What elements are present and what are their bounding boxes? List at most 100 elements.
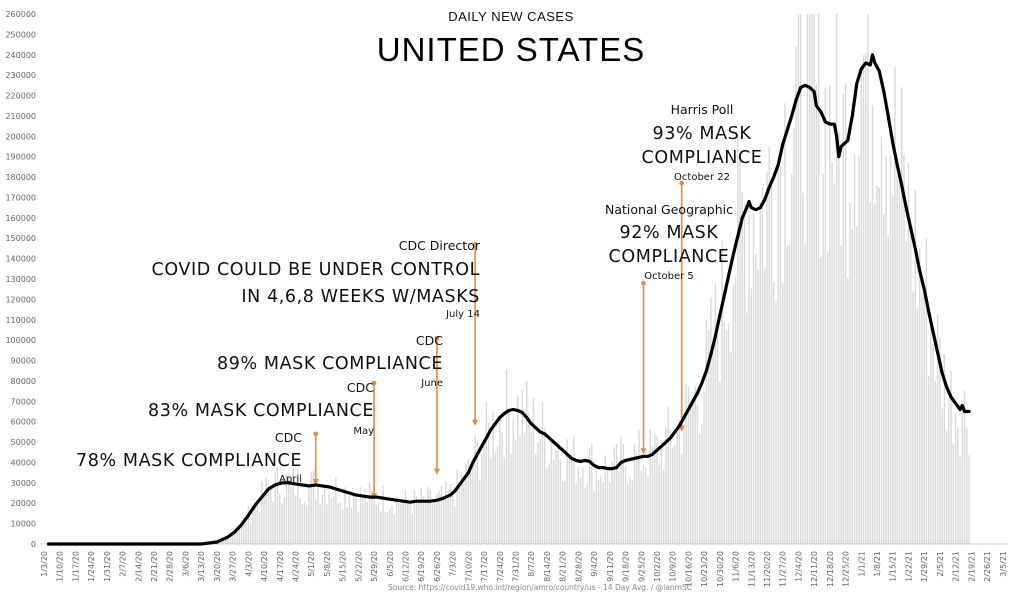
x-tick-label: 2/12/21	[952, 551, 961, 582]
y-tick-label: 0	[31, 540, 36, 549]
x-tick-label: 2/26/21	[983, 551, 992, 582]
annotation-6-headline-line2: COMPLIANCE	[642, 148, 763, 168]
y-tick-label: 80000	[11, 377, 36, 386]
y-tick-label: 140000	[5, 255, 36, 264]
x-tick-label: 9/18/20	[622, 551, 631, 582]
y-tick-label: 70000	[11, 397, 36, 406]
x-tick-label: 2/21/20	[150, 551, 159, 582]
x-tick-label: 1/1/21	[857, 551, 866, 577]
x-tick-label: 1/8/21	[873, 551, 882, 577]
y-tick-label: 180000	[5, 173, 36, 182]
y-axis: 0 10000 20000 30000 40000 50000 60000 70000 8000…	[5, 10, 36, 549]
y-tick-label: 40000	[11, 458, 36, 467]
annotation-markers	[312, 180, 685, 500]
annotation-1-headline: 78% MASK COMPLIANCE	[76, 451, 302, 471]
annotation-5-arrow	[640, 448, 647, 455]
x-tick-label: 1/17/20	[71, 551, 80, 582]
annotation-6-dot	[679, 180, 684, 186]
x-tick-label: 5/8/20	[323, 551, 332, 577]
y-tick-label: 60000	[11, 418, 36, 427]
y-tick-label: 230000	[5, 71, 36, 80]
x-tick-label: 3/27/20	[229, 551, 238, 582]
y-tick-label: 150000	[5, 234, 36, 243]
y-tick-label: 100000	[5, 336, 36, 345]
x-tick-label: 6/5/20	[386, 551, 395, 577]
x-tick-label: 6/26/20	[433, 551, 442, 582]
chart-subtitle: DAILY NEW CASES	[448, 9, 574, 24]
annotation-4-dot	[472, 242, 478, 247]
x-tick-label: 8/28/20	[574, 551, 583, 582]
x-tick-label: 10/30/20	[716, 551, 725, 587]
x-tick-label: 6/12/20	[401, 551, 410, 582]
x-tick-label: 11/20/20	[763, 551, 772, 587]
x-tick-label: 1/24/20	[87, 551, 96, 582]
x-tick-label: 4/3/20	[244, 551, 253, 577]
y-tick-label: 50000	[11, 438, 36, 447]
annotation-4-arrow	[472, 419, 479, 426]
x-tick-label: 8/21/20	[559, 551, 568, 582]
annotation-1-arrow	[312, 478, 319, 485]
y-tick-label: 160000	[5, 214, 36, 223]
y-tick-label: 120000	[5, 295, 36, 304]
x-tick-label: 8/14/20	[543, 551, 552, 582]
y-tick-label: 210000	[5, 112, 36, 121]
annotation-3-headline: 89% MASK COMPLIANCE	[217, 354, 443, 374]
annotation-1-date: April	[279, 474, 302, 485]
x-tick-label: 1/22/21	[904, 551, 913, 582]
x-tick-label: 9/11/20	[606, 551, 615, 582]
annotation-6-label: Harris Poll	[671, 102, 734, 117]
annotation-6-headline: 93% MASK	[653, 124, 752, 144]
y-tick-label: 170000	[5, 193, 36, 202]
x-tick-label: 5/22/20	[354, 551, 363, 582]
y-tick-label: 190000	[5, 153, 36, 162]
x-tick-label: 11/13/20	[747, 551, 756, 587]
x-tick-label: 1/31/20	[103, 551, 112, 582]
x-tick-label: 1/10/20	[56, 551, 65, 582]
x-tick-label: 2/5/21	[936, 551, 945, 577]
y-tick-label: 250000	[5, 30, 36, 39]
x-tick-label: 6/19/20	[417, 551, 426, 582]
x-tick-label: 5/1/20	[307, 551, 316, 577]
y-tick-label: 110000	[5, 316, 36, 325]
source-note: Source: https://covid19.who.int/region/a…	[388, 583, 692, 592]
x-tick-label: 2/7/20	[119, 551, 128, 577]
x-tick-label: 1/29/21	[920, 551, 929, 582]
y-tick-label: 200000	[5, 132, 36, 141]
x-tick-label: 12/4/20	[794, 551, 803, 582]
x-tick-label: 5/29/20	[370, 551, 379, 582]
annotation-6-date: October 22	[674, 172, 730, 183]
x-tick-label: 10/9/20	[669, 551, 678, 582]
x-tick-label: 2/14/20	[134, 551, 143, 582]
x-tick-label: 4/24/20	[291, 551, 300, 582]
x-tick-label: 9/4/20	[590, 551, 599, 577]
x-tick-label: 9/25/20	[637, 551, 646, 582]
annotation-4-headline: COVID COULD BE UNDER CONTROL	[152, 260, 480, 280]
x-tick-label: 3/13/20	[197, 551, 206, 582]
x-axis: 1/3/20 1/10/20 1/17/20 1/24/20 1/31/20 2/7/20…	[40, 551, 1008, 587]
x-tick-label: 7/24/20	[496, 551, 505, 582]
x-tick-label: 7/10/20	[464, 551, 473, 582]
annotation-2-dot	[371, 380, 377, 386]
y-tick-label: 260000	[5, 10, 36, 19]
annotation-3-label: CDC	[416, 333, 443, 348]
annotation-2-headline: 83% MASK COMPLIANCE	[148, 401, 374, 421]
annotation-1-label: CDC	[275, 430, 302, 445]
annotation-2-date: May	[353, 426, 374, 437]
x-tick-label: 2/28/20	[166, 551, 175, 582]
x-tick-label: 10/2/20	[653, 551, 662, 582]
annotation-4-date: July 14	[445, 309, 480, 320]
x-tick-label: 12/11/20	[810, 551, 819, 587]
x-tick-label: 5/15/20	[339, 551, 348, 582]
x-tick-label: 2/19/21	[967, 551, 976, 582]
x-tick-label: 7/31/20	[512, 551, 521, 582]
x-tick-label: 3/5/21	[999, 551, 1008, 577]
annotation-3-arrow	[433, 468, 440, 475]
annotation-4-headline-line2: IN 4,6,8 WEEKS W/MASKS	[241, 287, 480, 307]
y-tick-label: 20000	[11, 499, 36, 508]
x-tick-label: 1/15/21	[889, 551, 898, 582]
annotation-3-dot	[434, 335, 440, 341]
daily-bars	[202, 14, 970, 544]
y-tick-label: 130000	[5, 275, 36, 284]
x-tick-label: 10/16/20	[684, 551, 693, 587]
